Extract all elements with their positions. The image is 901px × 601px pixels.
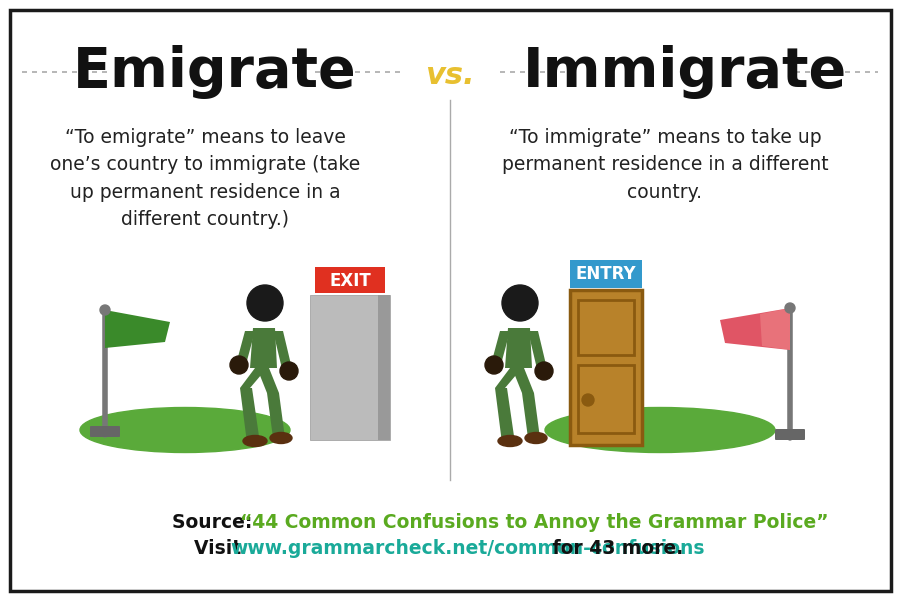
Text: ENTRY: ENTRY: [576, 265, 636, 283]
Polygon shape: [522, 393, 540, 438]
Polygon shape: [267, 393, 285, 438]
Ellipse shape: [80, 407, 290, 453]
Polygon shape: [512, 368, 534, 393]
Text: Immigrate: Immigrate: [523, 45, 847, 99]
Text: vs.: vs.: [425, 61, 475, 90]
Circle shape: [785, 303, 795, 313]
Text: Visit: Visit: [194, 538, 248, 558]
Circle shape: [485, 356, 503, 374]
Circle shape: [100, 305, 110, 315]
FancyBboxPatch shape: [315, 267, 385, 293]
Polygon shape: [720, 308, 790, 350]
Polygon shape: [495, 368, 522, 388]
Circle shape: [280, 362, 298, 380]
Text: “To immigrate” means to take up
permanent residence in a different
country.: “To immigrate” means to take up permanen…: [502, 128, 828, 201]
Text: www.grammarcheck.net/common-confusions: www.grammarcheck.net/common-confusions: [230, 538, 705, 558]
Polygon shape: [240, 388, 260, 443]
Polygon shape: [760, 308, 790, 350]
Circle shape: [247, 285, 283, 321]
Ellipse shape: [525, 433, 547, 444]
Polygon shape: [505, 328, 532, 368]
Circle shape: [502, 285, 538, 321]
FancyBboxPatch shape: [90, 426, 120, 437]
Text: “To emigrate” means to leave
one’s country to immigrate (take
up permanent resid: “To emigrate” means to leave one’s count…: [50, 128, 360, 229]
Polygon shape: [528, 331, 548, 373]
Polygon shape: [273, 331, 293, 373]
Ellipse shape: [270, 433, 292, 444]
Polygon shape: [240, 368, 267, 388]
Ellipse shape: [243, 436, 267, 447]
Ellipse shape: [498, 436, 522, 447]
Polygon shape: [250, 328, 277, 368]
FancyBboxPatch shape: [570, 290, 642, 445]
Text: Source:: Source:: [172, 513, 259, 531]
FancyBboxPatch shape: [378, 295, 390, 440]
Text: “44 Common Confusions to Annoy the Grammar Police”: “44 Common Confusions to Annoy the Gramm…: [240, 513, 829, 531]
Polygon shape: [105, 310, 170, 348]
FancyBboxPatch shape: [570, 260, 642, 288]
FancyBboxPatch shape: [775, 429, 805, 440]
Polygon shape: [490, 331, 510, 368]
Circle shape: [535, 362, 553, 380]
Text: for 43 more.: for 43 more.: [546, 538, 683, 558]
Polygon shape: [257, 368, 279, 393]
Polygon shape: [495, 388, 515, 443]
FancyBboxPatch shape: [10, 10, 891, 591]
FancyBboxPatch shape: [310, 295, 390, 440]
Polygon shape: [235, 331, 255, 368]
Circle shape: [582, 394, 594, 406]
Circle shape: [230, 356, 248, 374]
Ellipse shape: [545, 407, 775, 453]
Text: EXIT: EXIT: [329, 272, 371, 290]
Text: Emigrate: Emigrate: [73, 45, 357, 99]
